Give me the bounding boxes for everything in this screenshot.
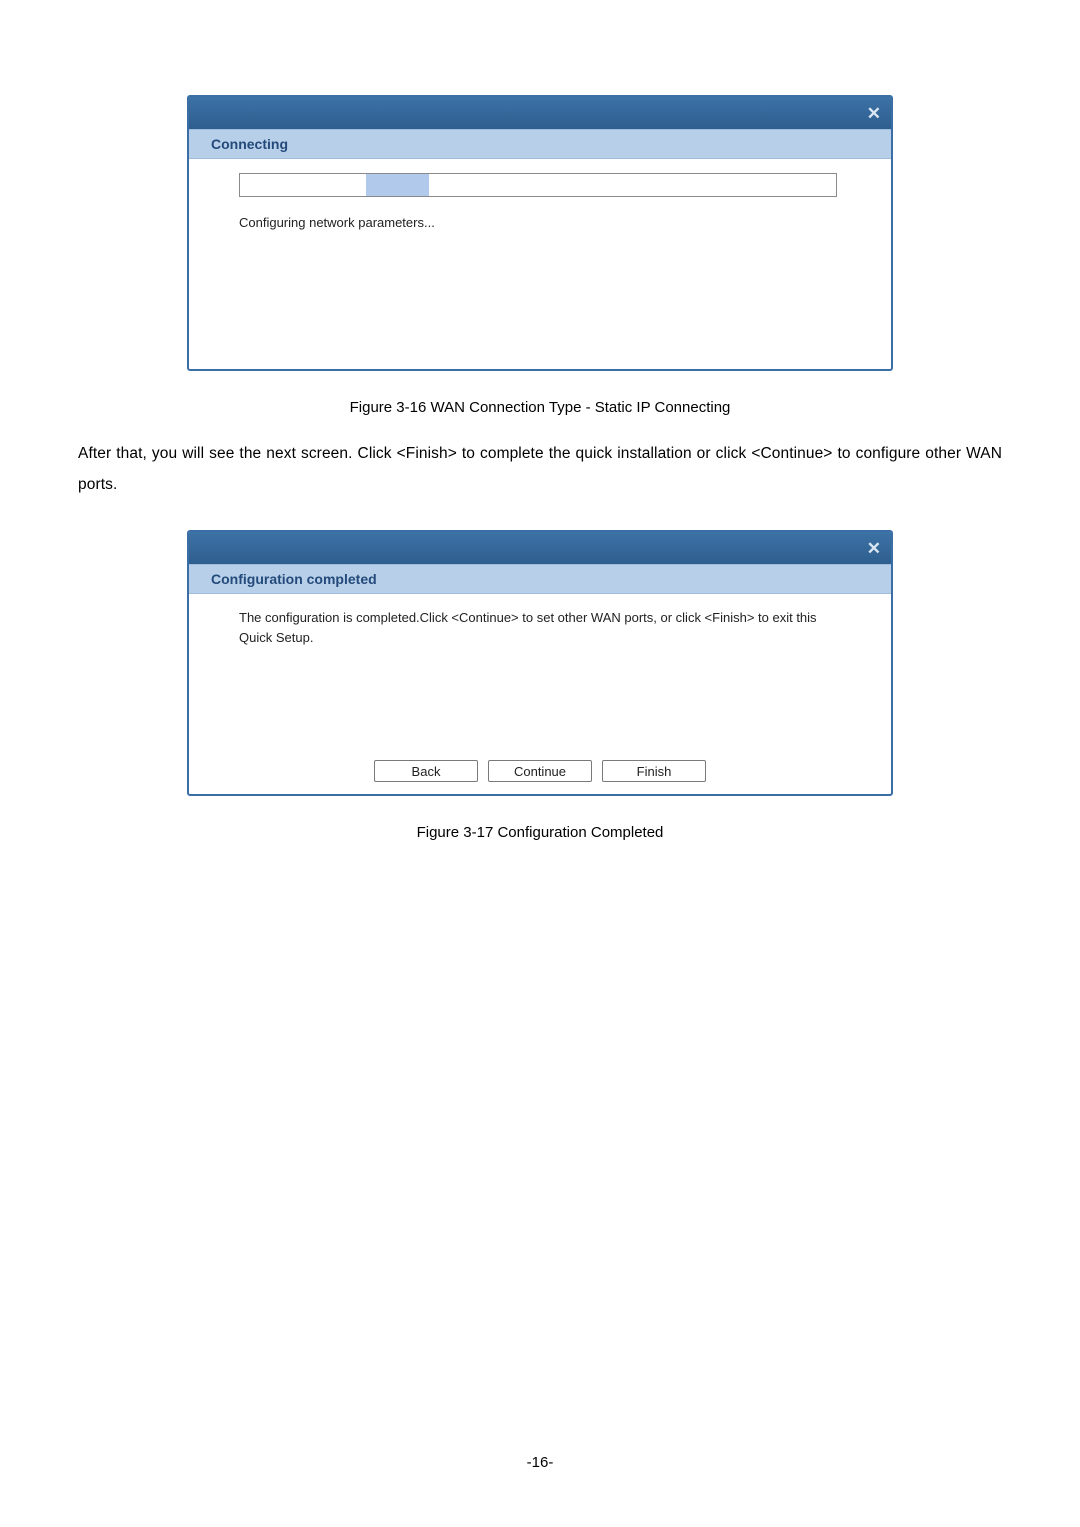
completed-dialog: ✕ Configuration completed The configurat…	[187, 530, 893, 796]
finish-button[interactable]: Finish	[602, 760, 706, 782]
figure-caption-1: Figure 3-16 WAN Connection Type - Static…	[78, 399, 1002, 416]
progress-fill	[366, 174, 429, 196]
section-header-completed: Configuration completed	[189, 564, 891, 594]
close-icon[interactable]: ✕	[867, 105, 881, 122]
close-icon[interactable]: ✕	[867, 540, 881, 557]
section-header-connecting: Connecting	[189, 129, 891, 159]
progress-bar	[239, 173, 837, 197]
connecting-dialog: ✕ Connecting Configuring network paramet…	[187, 95, 893, 371]
document-page: ✕ Connecting Configuring network paramet…	[0, 0, 1080, 1527]
dialog-titlebar: ✕	[189, 97, 891, 129]
dialog-body: Configuring network parameters...	[189, 159, 891, 369]
dialog-body: The configuration is completed.Click <Co…	[189, 594, 891, 794]
status-text: Configuring network parameters...	[239, 215, 841, 230]
button-row: Back Continue Finish	[189, 760, 891, 782]
completion-message: The configuration is completed.Click <Co…	[239, 608, 841, 648]
continue-button[interactable]: Continue	[488, 760, 592, 782]
page-number: -16-	[0, 1454, 1080, 1471]
body-paragraph: After that, you will see the next screen…	[78, 438, 1002, 500]
figure-caption-2: Figure 3-17 Configuration Completed	[78, 824, 1002, 841]
back-button[interactable]: Back	[374, 760, 478, 782]
dialog-titlebar: ✕	[189, 532, 891, 564]
